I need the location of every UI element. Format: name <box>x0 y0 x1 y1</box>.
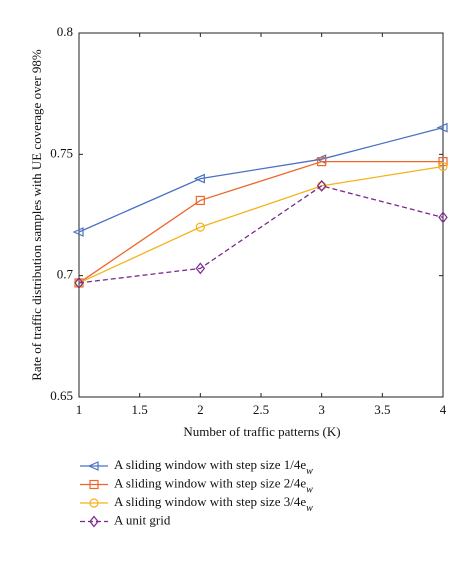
marker <box>195 262 206 275</box>
marker <box>438 157 448 167</box>
x-tick-label: 4 <box>440 402 447 417</box>
y-tick-label: 0.7 <box>57 267 74 282</box>
marker <box>193 173 205 184</box>
legend-marker <box>87 461 99 471</box>
x-tick-label: 1.5 <box>132 402 148 417</box>
marker <box>316 179 327 192</box>
marker <box>436 122 448 133</box>
plot-frame <box>78 32 444 398</box>
series-line <box>78 160 443 284</box>
y-tick-label: 0.8 <box>57 24 73 39</box>
marker <box>438 211 448 224</box>
series-line <box>78 127 444 233</box>
marker <box>74 276 84 289</box>
x-tick-label: 2 <box>197 402 204 417</box>
y-tick-label: 0.65 <box>50 388 73 403</box>
series-line <box>78 185 444 284</box>
legend-label: A sliding window with step size 1/4ew <box>114 457 313 477</box>
legend-label: A unit grid <box>114 512 171 527</box>
x-tick-label: 1 <box>76 402 83 417</box>
marker <box>195 195 205 206</box>
x-tick-label: 2.5 <box>253 402 269 417</box>
series-line <box>78 165 444 284</box>
x-tick-label: 3 <box>318 402 325 417</box>
marker <box>438 161 448 172</box>
legend-label: A sliding window with step size 3/4ew <box>114 494 313 514</box>
marker <box>72 227 84 237</box>
x-tick-label: 3.5 <box>374 402 390 417</box>
legend-marker <box>89 498 99 508</box>
y-tick-label: 0.75 <box>50 145 73 160</box>
legend-label: A sliding window with step size 2/4ew <box>114 475 313 495</box>
x-axis-label: Number of traffic patterns (K) <box>183 424 340 439</box>
legend-marker <box>89 479 99 490</box>
marker <box>195 222 205 232</box>
marker <box>317 157 327 167</box>
y-axis-label: Rate of traffic distribution samples wit… <box>29 49 44 381</box>
legend-marker <box>89 515 99 528</box>
